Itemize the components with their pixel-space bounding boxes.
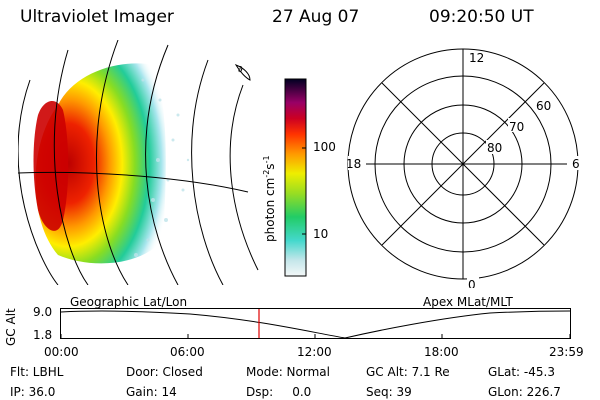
colorbar-unit-label: photon cm-2s-1 [262,155,277,242]
svg-text:∂: ∂ [238,65,243,75]
colorbar-tick-10: 10 [313,227,329,241]
y-tick-9: 9.0 [33,305,53,319]
x-tick-1200: 12:00 [297,345,332,359]
mlat-label-60: 60 [536,99,551,113]
mlt-label-6: 6 [572,157,580,171]
filter-info: Flt: LBHL [10,365,64,379]
altitude-plot [60,308,571,339]
seq-info: Seq: 39 [366,385,412,399]
glon-info: GLon: 226.7 [488,385,561,399]
ip-info: IP: 36.0 [10,385,56,399]
y-tick-1-8: 1.8 [33,328,53,342]
mlat-label-70: 70 [509,120,524,134]
x-tick-0000: 00:00 [44,345,79,359]
mlt-label-12: 12 [469,51,484,65]
instrument-title: Ultraviolet Imager [20,7,174,27]
geographic-label: Geographic Lat/Lon [70,295,188,309]
polar-plot: 12 18 6 0 60 70 80 [346,48,580,288]
aurora-emission [35,63,166,264]
x-tick-0600: 06:00 [170,345,205,359]
gain-info: Gain: 14 [126,385,177,399]
x-tick-1800: 18:00 [424,345,459,359]
colorbar [284,78,307,277]
gc-alt-info: GC Alt: 7.1 Re [366,365,450,379]
mlt-label-0: 0 [468,278,476,288]
observation-time: 09:20:50 UT [429,7,534,27]
mlt-label-18: 18 [346,157,361,171]
altitude-curve [60,310,571,339]
aurora-image: ∂ [18,40,259,285]
colorbar-tick-100: 100 [313,140,336,154]
observation-date: 27 Aug 07 [272,7,360,27]
gc-alt-axis-label: GC Alt [4,308,18,346]
mlat-label-80: 80 [487,141,502,155]
door-info: Door: Closed [126,365,203,379]
glat-info: GLat: -45.3 [488,365,555,379]
mode-info: Mode: Normal [246,365,330,379]
dsp-info: Dsp: 0.0 [246,385,312,399]
x-tick-2359: 23:59 [549,345,584,359]
apex-label: Apex MLat/MLT [423,295,513,309]
